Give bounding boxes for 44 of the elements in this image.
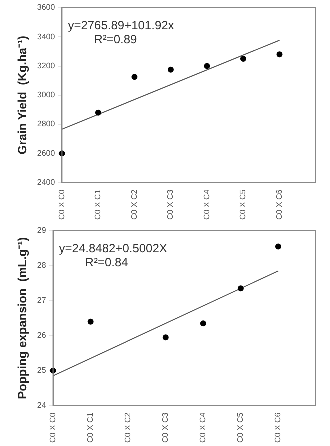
y-tick-label: 2400 — [37, 178, 56, 187]
annotation: R²=0.84 — [85, 255, 129, 270]
y-tick-label: 24 — [37, 400, 47, 410]
annotation: y=2765.89+101.92x — [68, 18, 174, 32]
point — [238, 286, 244, 292]
x-tick-label: C0 X C4 — [202, 189, 212, 220]
point — [132, 74, 138, 80]
annotation: R²=0.89 — [94, 32, 138, 46]
x-tick-label: C0 X C3 — [166, 189, 176, 220]
y-tick-label: 2800 — [37, 120, 56, 129]
point — [240, 56, 246, 62]
x-tick-label: C0 X C2 — [124, 412, 133, 443]
y-axis-title: Popping expansion (mL.g⁻¹) — [16, 237, 30, 400]
y-tick-label: 3200 — [37, 61, 56, 70]
y-axis-title: Grain Yield (Kg.ha⁻¹) — [16, 36, 30, 155]
x-tick-label: C0 X C6 — [274, 412, 283, 443]
y-tick-label: 27 — [37, 296, 47, 306]
point — [276, 52, 283, 58]
x-tick-label: C0 X C6 — [274, 189, 284, 220]
x-tick-label: C0 X C0 — [48, 412, 58, 443]
y-tick-label: 2600 — [37, 148, 56, 158]
x-tick-label: C0 X C5 — [236, 412, 246, 443]
point — [275, 244, 282, 250]
y-tick-label: 3400 — [37, 32, 56, 42]
y-tick-label: 3600 — [37, 3, 56, 12]
x-tick-label: C0 X C0 — [57, 189, 66, 220]
y-tick-label: 28 — [37, 261, 47, 270]
point — [95, 110, 102, 116]
point — [162, 334, 169, 341]
x-tick-label: C0 X C1 — [86, 412, 96, 443]
x-tick-label: C0 X C4 — [198, 412, 208, 443]
point — [200, 320, 206, 327]
point — [168, 66, 174, 73]
annotation: y=24.8482+0.5002X — [59, 241, 168, 256]
y-tick-label: 29 — [37, 226, 47, 236]
x-tick-label: C0 X C2 — [130, 189, 139, 220]
x-tick-label: C0 X C5 — [238, 189, 248, 220]
x-tick-label: C0 X C3 — [161, 412, 170, 443]
y-tick-label: 3000 — [37, 90, 56, 100]
point — [204, 63, 210, 70]
point — [88, 318, 94, 325]
y-tick-label: 26 — [37, 331, 47, 340]
x-tick-label: C0 X C1 — [94, 189, 103, 220]
y-tick-label: 25 — [37, 366, 47, 376]
